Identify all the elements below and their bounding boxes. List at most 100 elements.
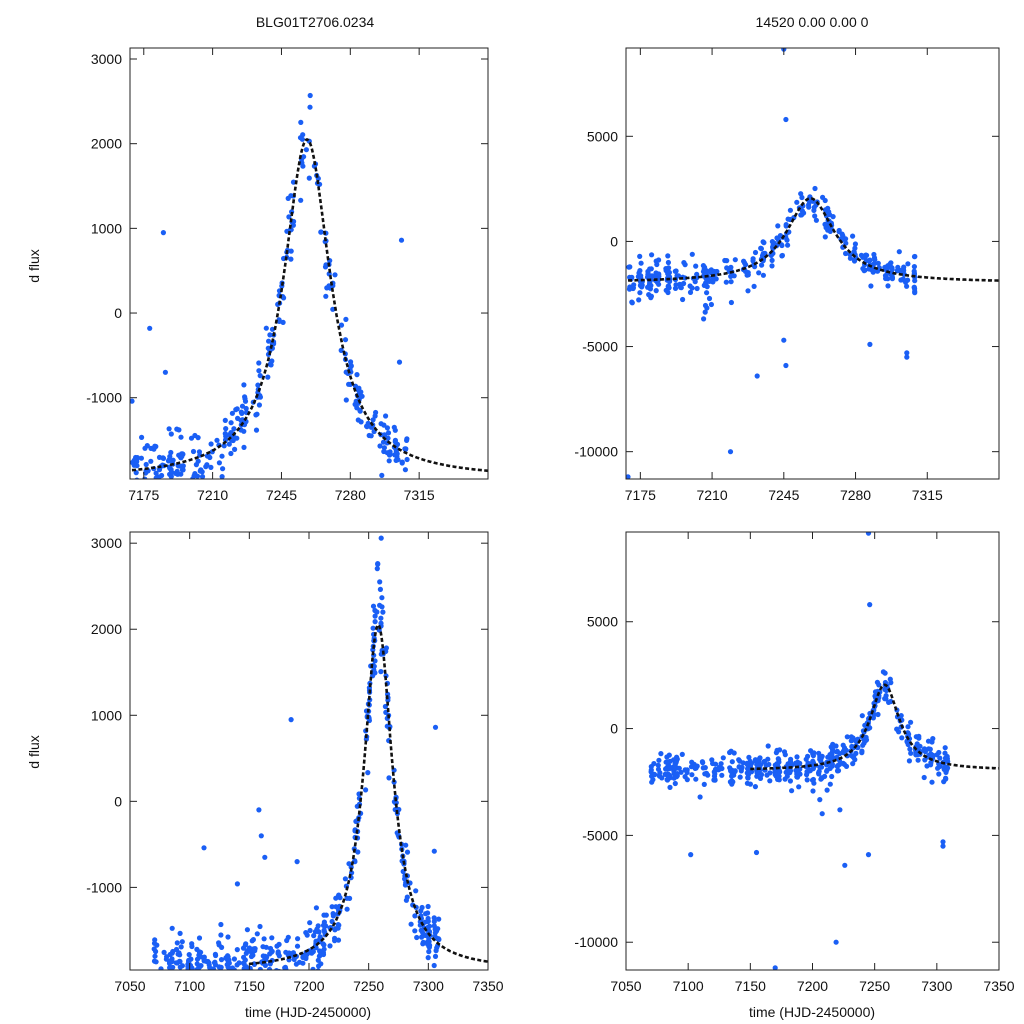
data-point bbox=[928, 762, 934, 768]
data-point bbox=[161, 949, 167, 956]
data-point bbox=[379, 472, 385, 478]
data-point bbox=[346, 861, 352, 867]
data-point bbox=[220, 983, 225, 988]
data-point bbox=[693, 776, 699, 782]
x-tick-label: 7245 bbox=[768, 487, 799, 503]
data-point bbox=[783, 116, 789, 123]
data-point bbox=[323, 293, 329, 299]
data-point bbox=[306, 175, 312, 181]
data-point bbox=[692, 279, 698, 285]
data-point bbox=[674, 273, 680, 279]
data-point bbox=[167, 973, 172, 978]
data-point bbox=[368, 424, 374, 430]
data-point bbox=[842, 862, 848, 868]
y-tick-label: 1000 bbox=[91, 707, 122, 723]
data-point bbox=[852, 757, 858, 763]
data-point bbox=[765, 743, 771, 749]
data-point bbox=[404, 437, 410, 443]
data-point bbox=[173, 946, 180, 953]
data-point bbox=[357, 408, 363, 414]
data-point bbox=[160, 230, 166, 236]
data-point bbox=[728, 279, 734, 285]
data-point bbox=[738, 768, 744, 774]
data-point bbox=[225, 961, 231, 967]
data-point bbox=[168, 484, 173, 489]
data-point bbox=[817, 764, 823, 770]
data-point bbox=[336, 893, 342, 899]
data-point bbox=[228, 450, 234, 457]
y-tick-label: 5000 bbox=[587, 128, 618, 144]
data-point bbox=[216, 940, 222, 946]
data-point bbox=[151, 946, 157, 952]
data-point bbox=[257, 393, 263, 399]
data-point bbox=[159, 976, 164, 981]
data-point bbox=[290, 950, 296, 956]
data-point bbox=[425, 927, 431, 933]
data-point bbox=[775, 223, 781, 229]
data-point bbox=[285, 987, 290, 992]
data-point bbox=[152, 443, 158, 449]
data-point bbox=[374, 609, 380, 615]
data-point bbox=[153, 993, 158, 998]
data-point bbox=[153, 989, 158, 994]
data-point bbox=[822, 221, 828, 227]
data-point bbox=[187, 964, 193, 970]
data-point bbox=[219, 474, 225, 479]
data-point bbox=[152, 953, 158, 959]
data-point bbox=[332, 272, 338, 278]
data-point bbox=[647, 266, 653, 272]
data-point bbox=[190, 482, 195, 487]
x-tick-label: 7315 bbox=[912, 487, 943, 503]
data-point bbox=[432, 724, 439, 730]
data-point bbox=[894, 726, 900, 732]
data-point bbox=[889, 276, 896, 282]
data-point bbox=[911, 284, 917, 290]
data-point bbox=[169, 956, 175, 962]
data-point bbox=[626, 286, 633, 292]
x-axis-label: time (HJD-2450000) bbox=[245, 1004, 371, 1020]
data-point bbox=[313, 972, 318, 977]
data-point bbox=[671, 775, 677, 781]
data-point bbox=[213, 952, 219, 959]
data-point bbox=[344, 906, 350, 912]
data-point bbox=[139, 434, 145, 440]
data-point bbox=[274, 943, 280, 949]
data-point bbox=[425, 910, 431, 916]
data-point bbox=[886, 699, 892, 706]
data-point bbox=[216, 460, 222, 466]
data-point bbox=[701, 316, 707, 322]
data-point bbox=[363, 787, 369, 793]
data-point bbox=[870, 715, 877, 721]
x-tick-label: 7300 bbox=[921, 978, 952, 994]
x-axis-label: time (HJD-2450000) bbox=[749, 1004, 875, 1020]
data-point bbox=[921, 746, 928, 752]
data-point bbox=[876, 682, 882, 688]
data-point bbox=[160, 970, 165, 975]
data-point bbox=[940, 839, 946, 845]
x-tick-label: 7245 bbox=[266, 487, 297, 503]
data-point bbox=[152, 971, 157, 976]
data-point bbox=[154, 985, 159, 990]
data-point bbox=[847, 255, 854, 261]
data-point bbox=[729, 778, 735, 784]
data-point bbox=[626, 264, 632, 270]
data-point bbox=[385, 435, 391, 441]
data-point bbox=[243, 969, 246, 970]
data-point bbox=[348, 363, 354, 369]
data-point bbox=[208, 464, 214, 470]
data-point bbox=[179, 463, 185, 469]
data-point bbox=[226, 441, 232, 447]
data-point bbox=[219, 453, 225, 459]
data-point bbox=[221, 443, 227, 449]
data-point bbox=[335, 937, 342, 943]
data-point bbox=[706, 295, 713, 302]
panel-title: BLG01T2706.0234 bbox=[256, 14, 375, 30]
x-tick-label: 7050 bbox=[610, 978, 641, 994]
data-point bbox=[794, 774, 800, 780]
data-point bbox=[875, 260, 881, 266]
data-point bbox=[228, 420, 234, 426]
data-point bbox=[346, 381, 352, 387]
data-point bbox=[769, 263, 775, 269]
data-point bbox=[822, 207, 829, 213]
